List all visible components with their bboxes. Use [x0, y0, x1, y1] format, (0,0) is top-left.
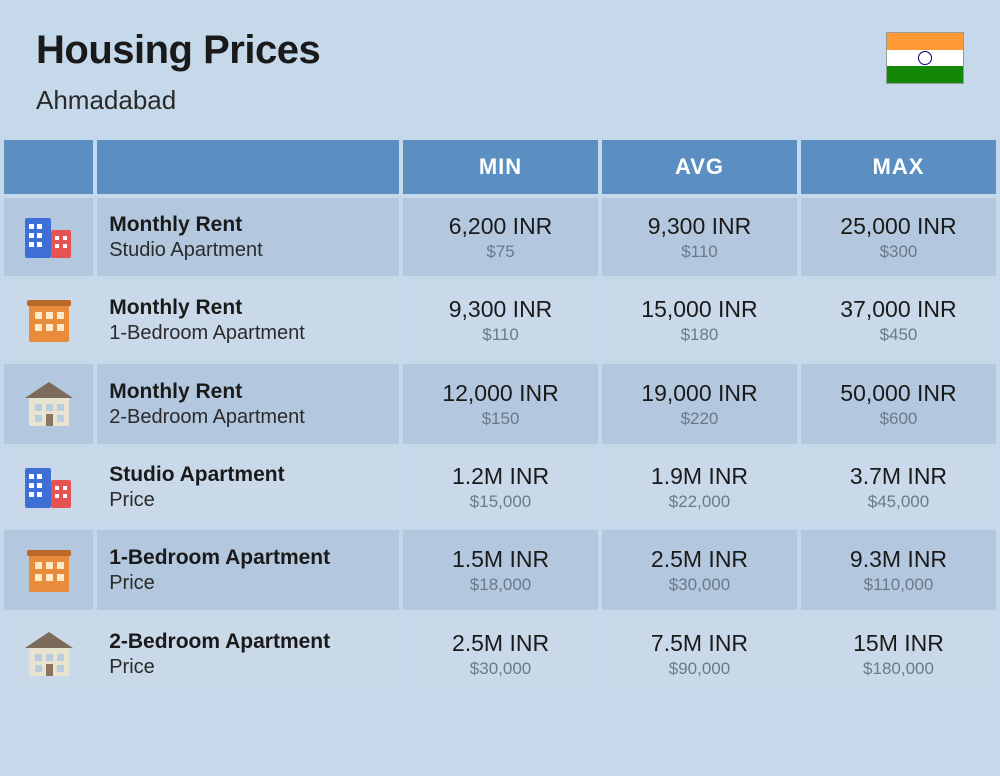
table-row: Monthly Rent 2-Bedroom Apartment12,000 I…	[4, 364, 996, 444]
table-row: Studio Apartment Price1.2M INR $15,0001.…	[4, 448, 996, 526]
cell-max: 25,000 INR $300	[801, 198, 996, 276]
cell-avg: 19,000 INR $220	[602, 364, 797, 444]
row-label: Studio Apartment Price	[97, 448, 399, 526]
value-sub: $110	[610, 242, 789, 262]
value-main: 1.5M INR	[411, 546, 590, 573]
value-sub: $30,000	[411, 659, 590, 679]
value-sub: $45,000	[809, 492, 988, 512]
apartment-icon	[4, 530, 93, 610]
value-sub: $180,000	[809, 659, 988, 679]
buildings-icon	[4, 448, 93, 526]
header: Housing Prices Ahmadabad	[0, 0, 1000, 136]
value-sub: $450	[809, 325, 988, 345]
value-sub: $22,000	[610, 492, 789, 512]
value-sub: $110	[411, 325, 590, 345]
table-row: Monthly Rent 1-Bedroom Apartment9,300 IN…	[4, 280, 996, 360]
row-subtitle: Price	[109, 656, 391, 679]
table-row: 1-Bedroom Apartment Price1.5M INR $18,00…	[4, 530, 996, 610]
value-main: 9.3M INR	[809, 546, 988, 573]
title-block: Housing Prices Ahmadabad	[36, 28, 320, 116]
row-subtitle: Studio Apartment	[109, 239, 391, 262]
cell-min: 2.5M INR $30,000	[403, 614, 598, 694]
value-sub: $75	[411, 242, 590, 262]
header-min: MIN	[403, 140, 598, 194]
value-sub: $90,000	[610, 659, 789, 679]
row-label: Monthly Rent 2-Bedroom Apartment	[97, 364, 399, 444]
value-main: 3.7M INR	[809, 463, 988, 490]
table-row: 2-Bedroom Apartment Price2.5M INR $30,00…	[4, 614, 996, 694]
page-subtitle: Ahmadabad	[36, 85, 320, 116]
row-title: 2-Bedroom Apartment	[109, 630, 391, 654]
row-subtitle: 2-Bedroom Apartment	[109, 406, 391, 429]
cell-max: 3.7M INR $45,000	[801, 448, 996, 526]
cell-avg: 2.5M INR $30,000	[602, 530, 797, 610]
cell-avg: 15,000 INR $180	[602, 280, 797, 360]
cell-min: 1.2M INR $15,000	[403, 448, 598, 526]
value-main: 12,000 INR	[411, 380, 590, 407]
row-title: 1-Bedroom Apartment	[109, 546, 391, 570]
value-main: 1.9M INR	[610, 463, 789, 490]
value-sub: $220	[610, 409, 789, 429]
header-blank-label	[97, 140, 399, 194]
house-icon	[4, 364, 93, 444]
value-main: 15,000 INR	[610, 296, 789, 323]
value-main: 6,200 INR	[411, 213, 590, 240]
row-title: Monthly Rent	[109, 213, 391, 237]
cell-max: 15M INR $180,000	[801, 614, 996, 694]
value-main: 25,000 INR	[809, 213, 988, 240]
table-row: Monthly Rent Studio Apartment6,200 INR $…	[4, 198, 996, 276]
cell-min: 12,000 INR $150	[403, 364, 598, 444]
value-main: 7.5M INR	[610, 630, 789, 657]
row-subtitle: Price	[109, 489, 391, 512]
housing-table: MIN AVG MAX Monthly Rent Studio Apartmen…	[0, 136, 1000, 698]
row-label: Monthly Rent Studio Apartment	[97, 198, 399, 276]
india-flag-icon	[886, 32, 964, 84]
row-title: Studio Apartment	[109, 463, 391, 487]
value-main: 2.5M INR	[411, 630, 590, 657]
value-main: 37,000 INR	[809, 296, 988, 323]
value-main: 9,300 INR	[610, 213, 789, 240]
value-sub: $30,000	[610, 575, 789, 595]
page-title: Housing Prices	[36, 28, 320, 73]
value-sub: $180	[610, 325, 789, 345]
cell-avg: 7.5M INR $90,000	[602, 614, 797, 694]
value-sub: $15,000	[411, 492, 590, 512]
table-header-row: MIN AVG MAX	[4, 140, 996, 194]
row-label: Monthly Rent 1-Bedroom Apartment	[97, 280, 399, 360]
value-sub: $110,000	[809, 575, 988, 595]
cell-avg: 1.9M INR $22,000	[602, 448, 797, 526]
cell-max: 9.3M INR $110,000	[801, 530, 996, 610]
value-sub: $600	[809, 409, 988, 429]
cell-min: 6,200 INR $75	[403, 198, 598, 276]
value-main: 9,300 INR	[411, 296, 590, 323]
apartment-icon	[4, 280, 93, 360]
row-label: 2-Bedroom Apartment Price	[97, 614, 399, 694]
value-main: 50,000 INR	[809, 380, 988, 407]
cell-avg: 9,300 INR $110	[602, 198, 797, 276]
cell-min: 9,300 INR $110	[403, 280, 598, 360]
row-subtitle: Price	[109, 572, 391, 595]
house-icon	[4, 614, 93, 694]
row-title: Monthly Rent	[109, 296, 391, 320]
cell-min: 1.5M INR $18,000	[403, 530, 598, 610]
header-blank-icon	[4, 140, 93, 194]
row-title: Monthly Rent	[109, 380, 391, 404]
value-main: 15M INR	[809, 630, 988, 657]
row-label: 1-Bedroom Apartment Price	[97, 530, 399, 610]
value-sub: $18,000	[411, 575, 590, 595]
value-main: 19,000 INR	[610, 380, 789, 407]
value-main: 1.2M INR	[411, 463, 590, 490]
value-sub: $300	[809, 242, 988, 262]
value-sub: $150	[411, 409, 590, 429]
cell-max: 37,000 INR $450	[801, 280, 996, 360]
cell-max: 50,000 INR $600	[801, 364, 996, 444]
buildings-icon	[4, 198, 93, 276]
page: Housing Prices Ahmadabad MIN AVG MAX	[0, 0, 1000, 776]
header-avg: AVG	[602, 140, 797, 194]
row-subtitle: 1-Bedroom Apartment	[109, 322, 391, 345]
header-max: MAX	[801, 140, 996, 194]
value-main: 2.5M INR	[610, 546, 789, 573]
